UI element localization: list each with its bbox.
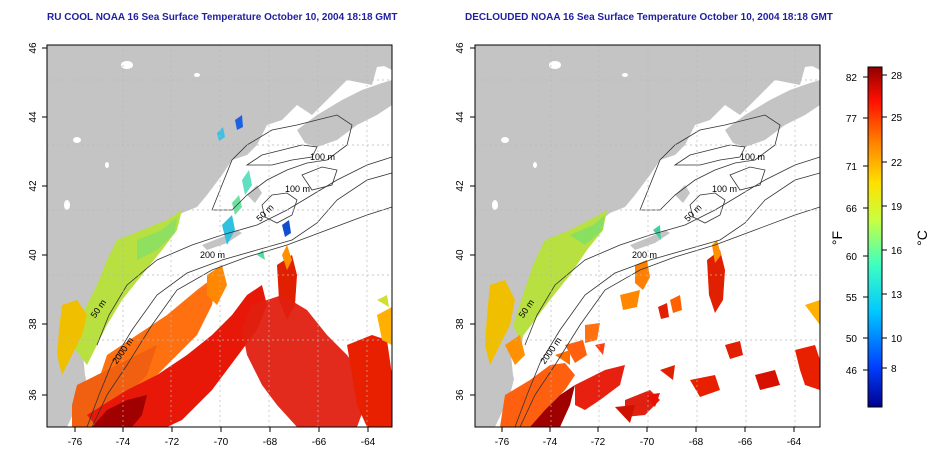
left-x-tick: -68 [263,437,278,448]
left-x-tick: -76 [68,437,83,448]
left-y-tick: 46 [28,42,39,54]
colorbar-f-tick: 46 [846,366,858,377]
right-x-tick: -68 [689,437,704,448]
colorbar-c-tick: 19 [891,202,903,213]
left-map-title: RU COOL NOAA 16 Sea Surface Temperature … [47,12,398,23]
colorbar-f-tick: 82 [846,73,858,84]
left-x-tick: -66 [312,437,327,448]
colorbar-f-tick: 71 [846,162,858,173]
colorbar-celsius-label: °C [914,230,930,246]
left-y-tick: 40 [28,249,39,261]
left-contour-label-200m: 200 m [200,250,225,260]
colorbar-gradient [867,66,883,408]
left-y-tick: 44 [28,111,39,123]
left-x-tick: -70 [214,437,229,448]
colorbar-f-tick: 60 [846,252,858,263]
left-x-tick: -74 [116,437,131,448]
colorbar-c-tick: 28 [891,71,903,82]
colorbar-f-tick: 77 [846,114,858,125]
right-x-tick: -76 [495,437,510,448]
right-x-tick: -70 [640,437,655,448]
right-map: 100 m 100 m 50 m 200 m 50 m 2000 m -76 -… [455,42,821,448]
left-contour-label-100m-a: 100 m [310,152,335,162]
right-y-tick: 44 [455,111,466,123]
right-y-tick: 42 [455,180,466,192]
left-x-tick: -64 [361,437,376,448]
right-contour-label-100m-a: 100 m [740,152,765,162]
left-map: 100 m 100 m 50 m 200 m 50 m 2000 m -76 -… [28,42,393,448]
left-x-tick: -72 [165,437,180,448]
colorbar: 82 77 71 66 60 55 50 46 28 25 22 19 16 1… [829,66,930,408]
colorbar-f-tick: 55 [846,293,858,304]
right-y-tick: 46 [455,42,466,54]
left-y-tick: 42 [28,180,39,192]
colorbar-f-tick: 66 [846,204,858,215]
right-sst-data [485,210,820,427]
colorbar-f-tick: 50 [846,334,858,345]
right-y-tick: 38 [455,318,466,330]
left-y-tick: 36 [28,389,39,401]
right-y-tick: 36 [455,389,466,401]
colorbar-c-tick: 22 [891,158,903,169]
right-map-title: DECLOUDED NOAA 16 Sea Surface Temperatur… [465,12,833,23]
colorbar-c-tick: 8 [891,364,897,375]
right-x-tick: -72 [591,437,606,448]
right-contour-label-200m: 200 m [632,250,657,260]
left-y-tick: 38 [28,318,39,330]
colorbar-c-tick: 13 [891,290,903,301]
colorbar-c-tick: 16 [891,246,903,257]
right-x-tick: -64 [787,437,802,448]
colorbar-fahrenheit-label: °F [829,231,845,245]
colorbar-c-tick: 10 [891,334,903,345]
right-contour-label-100m-b: 100 m [712,184,737,194]
right-x-tick: -74 [543,437,558,448]
left-contour-label-100m-b: 100 m [285,184,310,194]
colorbar-c-tick: 25 [891,113,903,124]
right-x-tick: -66 [738,437,753,448]
right-y-tick: 40 [455,249,466,261]
